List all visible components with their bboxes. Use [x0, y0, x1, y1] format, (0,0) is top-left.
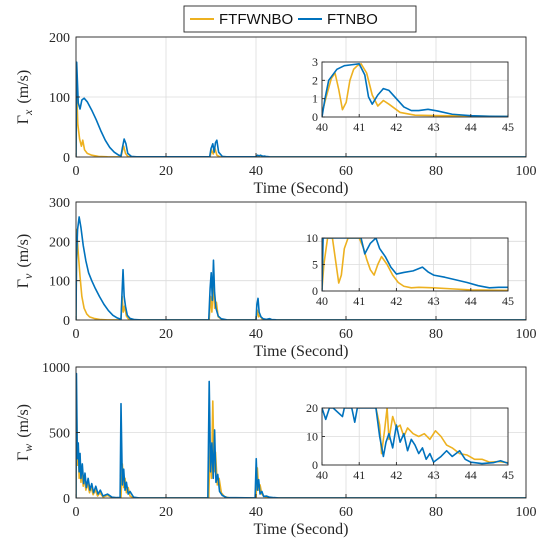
- panel-gx-xtick-label-0: 0: [73, 164, 80, 179]
- panel-gw-ylabel-unit: (m/s): [15, 404, 32, 438]
- panel-gw-inset-xtick-label-0: 40: [316, 468, 328, 482]
- panel-gx-inset-series-ftfwnbo: [322, 63, 508, 117]
- panel-gx-xtick-label-4: 80: [429, 164, 443, 179]
- panel-gv-inset-ytick-label-0: 0: [312, 284, 318, 298]
- panel-gv-inset-xtick-label-5: 45: [502, 294, 514, 308]
- panel-gw-series-ftnbo: [76, 372, 526, 498]
- panel-gv-ytick-label-2: 200: [49, 235, 70, 250]
- panel-gw-ytick-label-2: 1000: [42, 361, 70, 376]
- panel-gv-xtick-label-4: 80: [429, 327, 443, 342]
- panel-gx-inset-xtick-label-0: 40: [316, 120, 328, 134]
- panel-gv-ytick-label-3: 300: [49, 196, 70, 211]
- panel-gv-ylabel: Γv (m/s): [15, 234, 35, 288]
- panel-gv-inset-xtick-label-0: 40: [316, 294, 328, 308]
- panel-gx-inset-ytick-label-3: 3: [312, 55, 318, 69]
- panel-gw-inset-xtick-label-4: 44: [465, 468, 477, 482]
- panel-gx-inset-xtick-label-3: 43: [428, 120, 440, 134]
- panel-gw-ylabel: Γw (m/s): [15, 404, 35, 461]
- panel-gx-inset-xtick-label-2: 42: [390, 120, 402, 134]
- panel-gx-inset-series-ftnbo: [322, 63, 508, 117]
- panel-gv-inset-xtick-label-1: 41: [353, 294, 365, 308]
- panel-gx-ylabel-unit: (m/s): [15, 70, 32, 104]
- panel-gx-inset-axes-box: [321, 61, 509, 118]
- legend: FTFWNBO FTNBO: [183, 5, 417, 33]
- panel-gw-ytick-label-1: 500: [49, 427, 70, 442]
- panel-gx-xtick-label-3: 60: [339, 164, 353, 179]
- panel-gx-inset-xtick-label-5: 45: [502, 120, 514, 134]
- panel-gv-inset-ytick-label-1: 5: [312, 258, 318, 272]
- panel-gx-inset-xtick-label-4: 44: [465, 120, 477, 134]
- panel-gw-xtick-label-1: 20: [159, 505, 173, 520]
- panel-gx-ylabel-sub: x: [21, 109, 35, 116]
- panel-gx-ylabel: Γx (m/s): [15, 70, 35, 124]
- panel-gw-ylabel-symbol: Γ: [15, 452, 32, 461]
- panel-gw-inset-series-ftfwnbo: [375, 408, 508, 464]
- panel-gv-inset-series-ftnbo: [322, 238, 508, 291]
- panel-gx-inset-xtick-label-1: 41: [353, 120, 365, 134]
- panel-gw-xtick-label-2: 40: [249, 505, 263, 520]
- panel-gv-ytick-label-1: 100: [49, 275, 70, 290]
- panel-gx-xtick-label-2: 40: [249, 164, 263, 179]
- panel-gw-xtick-label-4: 80: [429, 505, 443, 520]
- panel-gv-ylabel-symbol: Γ: [15, 279, 32, 288]
- panel-gv-inset-ytick-label-2: 10: [306, 231, 318, 245]
- panel-gx-xtick-label-1: 20: [159, 164, 173, 179]
- panel-gv-inset-series-ftfwnbo: [322, 238, 508, 291]
- panel-gw-ylabel-sub: w: [21, 444, 35, 452]
- panel-gv-xtick-label-1: 20: [159, 327, 173, 342]
- panel-gw-xtick-label-0: 0: [73, 505, 80, 520]
- panel-gv-ytick-label-0: 0: [63, 314, 70, 329]
- panel-gw-xtick-label-5: 100: [516, 505, 537, 520]
- panel-gv-xtick-label-2: 40: [249, 327, 263, 342]
- legend-label-ftfwnbo: FTFWNBO: [219, 11, 293, 28]
- panel-gw-xtick-label-3: 60: [339, 505, 353, 520]
- panel-gx-inset-plot: 40 41 42 43 44 45 0 1 2 3: [312, 55, 514, 134]
- panel-gw-inset-xtick-label-3: 43: [428, 468, 440, 482]
- panel-gv-ylabel-unit: (m/s): [15, 234, 32, 268]
- panel-gw-ytick-label-0: 0: [63, 492, 70, 507]
- panel-gw-inset-series-ftnbo: [322, 408, 508, 465]
- panel-gv-inset-xtick-label-2: 42: [390, 294, 402, 308]
- panel-gw-inset-ytick-label-2: 20: [306, 401, 318, 415]
- panel-gv-inset-plot: 40 41 42 43 44 45 0 5 10: [306, 231, 514, 308]
- panel-gw-inset-xtick-label-2: 42: [390, 468, 402, 482]
- panel-gx-inset-ytick-label-2: 2: [312, 73, 318, 87]
- panel-gw-xlabel: Time (Second): [254, 521, 349, 538]
- panel-gv-xlabel: Time (Second): [254, 343, 349, 360]
- panel-gv-axes-box: [75, 201, 527, 321]
- panel-gw-inset-xtick-label-5: 45: [502, 468, 514, 482]
- panel-gw-inset-plot: 40 41 42 43 44 45 0 10 20: [306, 401, 514, 482]
- panel-gw-inset-ytick-label-1: 10: [306, 430, 318, 444]
- panel-gx-ylabel-symbol: Γ: [15, 115, 32, 124]
- panel-gx-ytick-label-2: 200: [49, 31, 70, 46]
- panel-gv-inset-xtick-label-4: 44: [465, 294, 477, 308]
- panel-gx-inset-background: [322, 62, 508, 117]
- panel-gv-ylabel-sub: v: [21, 273, 35, 279]
- panel-gw-inset-xtick-label-1: 41: [353, 468, 365, 482]
- panel-gx-xlabel: Time (Second): [254, 180, 349, 197]
- panel-gv-xtick-label-5: 100: [516, 327, 537, 342]
- panel-gx-xtick-label-5: 100: [516, 164, 537, 179]
- panel-gv-inset-xtick-label-3: 43: [428, 294, 440, 308]
- panel-gx-ytick-label-0: 0: [63, 151, 70, 166]
- panel-gx-inset-ytick-label-1: 1: [312, 92, 318, 106]
- panel-gx-ytick-label-1: 100: [49, 91, 70, 106]
- panel-gw-inset-ytick-label-0: 0: [312, 458, 318, 472]
- panel-gv-xtick-label-0: 0: [73, 327, 80, 342]
- panel-gx-inset-ytick-label-0: 0: [312, 110, 318, 124]
- legend-label-ftnbo: FTNBO: [327, 11, 378, 28]
- panel-gv-xtick-label-3: 60: [339, 327, 353, 342]
